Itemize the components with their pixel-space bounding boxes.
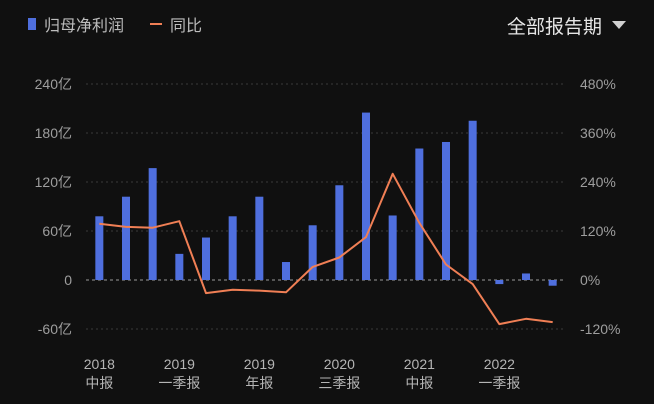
bar-profit	[95, 216, 104, 280]
x-tick-period: 中报	[405, 375, 433, 391]
bar-profit	[282, 262, 290, 280]
line-yoy	[99, 172, 553, 326]
bar-profit	[548, 280, 557, 286]
y-right-tick-label: 0%	[580, 272, 600, 288]
y-right-tick-label: 240%	[580, 174, 616, 190]
y-left-tick-label: 120亿	[35, 174, 72, 190]
legend-label-yoy: 同比	[170, 18, 203, 35]
bar-profit	[255, 196, 264, 280]
x-tick-period: 中报	[85, 375, 113, 391]
x-tick-year: 2019	[164, 356, 195, 372]
bar-profit	[415, 148, 424, 280]
legend-item-profit[interactable]: 归母净利润	[28, 12, 124, 36]
period-selector[interactable]: 全部报告期	[507, 12, 626, 38]
bar-profit	[362, 112, 370, 280]
bar-profit	[495, 280, 504, 285]
x-tick-period: 年报	[245, 375, 273, 391]
triangle-down-icon	[612, 21, 626, 29]
bar-profit	[148, 168, 157, 280]
y-right-tick-label: 480%	[580, 76, 616, 92]
x-tick-year: 2020	[324, 356, 355, 372]
x-tick-period: 一季报	[158, 375, 200, 391]
chart-legend: 归母净利润 同比	[28, 12, 228, 36]
bar-profit	[202, 237, 210, 280]
bar-profit	[522, 273, 530, 280]
y-left-tick-label: 0	[64, 272, 72, 288]
bar-profit	[228, 216, 237, 280]
x-tick-period: 三季报	[318, 375, 360, 391]
legend-bar-swatch	[28, 18, 36, 30]
bar-profit	[122, 196, 130, 280]
x-tick-period: 一季报	[478, 375, 520, 391]
bar-profit	[468, 120, 477, 280]
y-right-tick-label: 360%	[580, 125, 616, 141]
x-tick-year: 2019	[244, 356, 275, 372]
y-left-tick-label: 240亿	[35, 76, 72, 92]
y-left-tick-label: 60亿	[42, 223, 72, 239]
legend-label-profit: 归母净利润	[44, 18, 125, 35]
bar-profit	[175, 253, 184, 280]
y-right-tick-label: -120%	[580, 321, 620, 337]
y-left-tick-label: -60亿	[38, 321, 72, 337]
legend-line-swatch	[150, 23, 163, 25]
bar-profit	[442, 141, 450, 280]
x-tick-year: 2018	[84, 356, 115, 372]
legend-item-yoy[interactable]: 同比	[150, 12, 202, 36]
bar-profit	[308, 225, 317, 280]
y-left-tick-label: 180亿	[35, 125, 72, 141]
x-tick-year: 2022	[484, 356, 515, 372]
x-tick-year: 2021	[404, 356, 435, 372]
bar-profit	[388, 215, 397, 280]
period-selector-label: 全部报告期	[506, 16, 602, 38]
bar-profit	[335, 185, 344, 280]
y-right-tick-label: 120%	[580, 223, 616, 239]
